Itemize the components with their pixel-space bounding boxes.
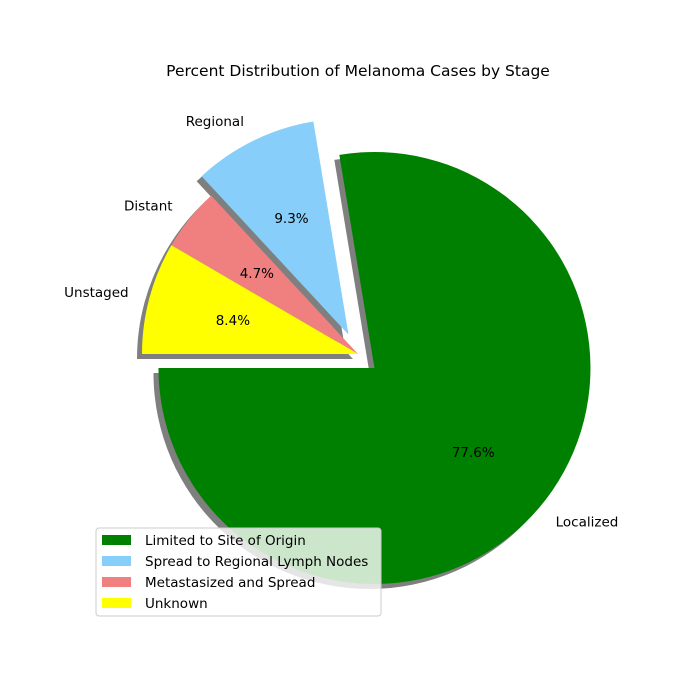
legend-swatch <box>102 535 131 545</box>
slice-labels: Localized 77.6% Regional 9.3% Distant 4.7% Uns… <box>64 114 618 530</box>
slice-percent-localized: 77.6% <box>452 445 495 461</box>
legend-swatch <box>102 556 131 566</box>
slice-percent-regional: 9.3% <box>274 211 308 227</box>
pie-slice-localized <box>158 151 591 584</box>
legend-entry: Limited to Site of Origin <box>145 533 306 549</box>
legend: Limited to Site of Origin Spread to Regio… <box>95 527 382 617</box>
slice-label-regional: Regional <box>186 114 244 130</box>
pie-slice-unstaged <box>142 245 358 354</box>
chart-title: Percent Distribution of Melanoma Cases b… <box>166 62 550 80</box>
legend-swatch <box>102 598 131 608</box>
slice-label-distant: Distant <box>124 198 173 214</box>
legend-entry: Metastasized and Spread <box>145 575 315 591</box>
pie-slice-distant <box>171 195 358 354</box>
legend-box <box>95 527 382 617</box>
slice-percent-unstaged: 8.4% <box>216 313 250 329</box>
slice-label-unstaged: Unstaged <box>64 285 128 301</box>
slice-percent-distant: 4.7% <box>240 266 274 282</box>
slice-label-localized: Localized <box>556 515 619 531</box>
pie-slices <box>142 121 591 584</box>
legend-entry: Unknown <box>145 596 208 612</box>
legend-entry: Spread to Regional Lymph Nodes <box>145 554 368 570</box>
legend-swatch <box>102 577 131 587</box>
pie-slice-regional <box>201 121 349 335</box>
